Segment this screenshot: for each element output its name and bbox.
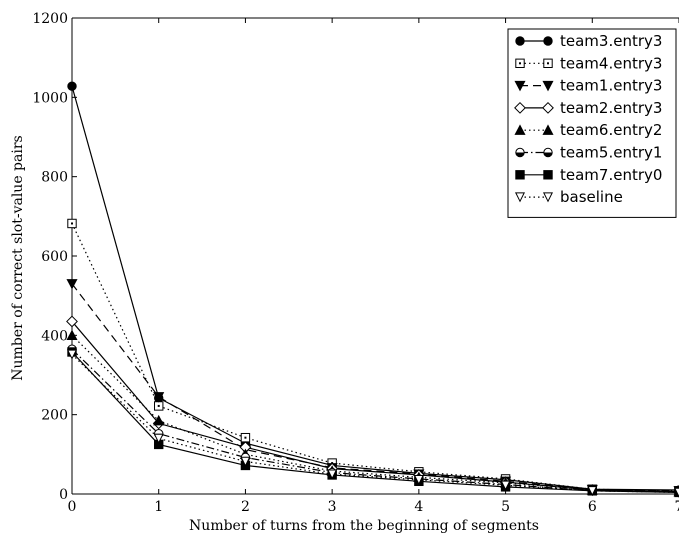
legend-label: team7.entry0 xyxy=(560,166,662,184)
data-point-center xyxy=(244,436,247,439)
legend-marker xyxy=(514,192,526,203)
legend-item: team2.entry3 xyxy=(514,99,662,117)
legend-marker xyxy=(543,170,553,180)
legend-marker xyxy=(514,101,526,114)
legend-item: team6.entry2 xyxy=(514,121,662,139)
x-tick-label: 2 xyxy=(241,499,250,515)
data-point xyxy=(153,433,164,444)
data-point xyxy=(66,279,78,290)
series-baseline xyxy=(66,349,679,498)
x-tick-label: 0 xyxy=(68,499,77,515)
data-point xyxy=(413,475,424,486)
legend-marker xyxy=(542,124,554,135)
x-tick-label: 5 xyxy=(501,499,510,515)
x-axis-ticks: 0 1 2 3 4 5 6 7 xyxy=(68,18,679,515)
series-team1.entry3 xyxy=(66,279,679,497)
x-tick-label: 4 xyxy=(414,499,423,515)
data-point xyxy=(240,456,251,467)
legend-item: team3.entry3 xyxy=(515,32,662,50)
y-tick-label: 400 xyxy=(41,328,68,344)
legend-marker xyxy=(514,124,526,135)
data-point xyxy=(153,414,165,426)
legend-label: team4.entry3 xyxy=(560,54,662,72)
legend-item: team7.entry0 xyxy=(515,166,662,184)
y-tick-label: 600 xyxy=(41,249,68,265)
data-point xyxy=(67,81,77,91)
legend-item: team1.entry3 xyxy=(514,77,662,95)
data-point xyxy=(673,487,679,498)
data-point-center xyxy=(157,404,160,407)
data-point xyxy=(66,329,78,341)
data-point xyxy=(587,486,598,497)
series-line xyxy=(71,334,679,493)
series-line xyxy=(71,348,679,493)
y-tick-label: 1000 xyxy=(32,90,68,106)
legend-label: baseline xyxy=(560,188,623,206)
legend-marker xyxy=(515,170,525,180)
data-point-center xyxy=(71,222,73,225)
legend-label: team6.entry2 xyxy=(560,121,662,139)
x-tick-label: 7 xyxy=(675,499,679,515)
legend-marker xyxy=(515,36,525,46)
legend-marker xyxy=(542,192,554,203)
y-tick-label: 200 xyxy=(41,408,68,424)
y-tick-label: 0 xyxy=(59,487,68,503)
legend-marker-half xyxy=(515,152,525,157)
series-lines xyxy=(66,81,679,498)
legend-item: team4.entry3 xyxy=(515,54,662,72)
data-point xyxy=(500,480,511,491)
legend-marker xyxy=(542,101,554,114)
x-axis-label: Number of turns from the beginning of se… xyxy=(189,518,539,534)
series-line xyxy=(71,351,679,494)
series-line xyxy=(71,353,679,494)
series-team4.entry3 xyxy=(67,218,679,496)
y-tick-label: 800 xyxy=(41,170,68,186)
legend-marker-half xyxy=(543,152,553,157)
legend-marker xyxy=(543,36,553,46)
x-tick-label: 1 xyxy=(154,499,163,515)
y-tick-label: 1200 xyxy=(32,11,68,27)
x-tick-label: 3 xyxy=(328,499,337,515)
data-point xyxy=(66,315,78,328)
legend-item: baseline xyxy=(514,188,623,206)
y-axis-label: Number of correct slot-value pairs xyxy=(10,135,26,380)
series-line xyxy=(71,223,679,492)
legend-marker-center xyxy=(519,62,521,65)
legend-label: team3.entry3 xyxy=(560,32,662,50)
legend-label: team2.entry3 xyxy=(560,99,662,117)
data-point xyxy=(153,392,165,403)
x-tick-label: 6 xyxy=(588,499,597,515)
legend-box xyxy=(507,28,677,218)
legend-marker xyxy=(514,80,526,92)
series-line xyxy=(71,283,679,492)
legend-label: team1.entry3 xyxy=(560,77,662,95)
legend-item: team5.entry1 xyxy=(515,144,662,162)
legend-label: team5.entry1 xyxy=(560,144,662,162)
legend-marker xyxy=(542,80,554,92)
data-point xyxy=(327,469,338,480)
data-point xyxy=(66,349,78,360)
legend: team3.entry3 team4.entry3 team1.entry3 team… xyxy=(507,28,677,218)
y-axis-ticks: 0 200 400 600 800 1000 1200 xyxy=(32,11,77,503)
legend-marker-center xyxy=(547,62,549,65)
